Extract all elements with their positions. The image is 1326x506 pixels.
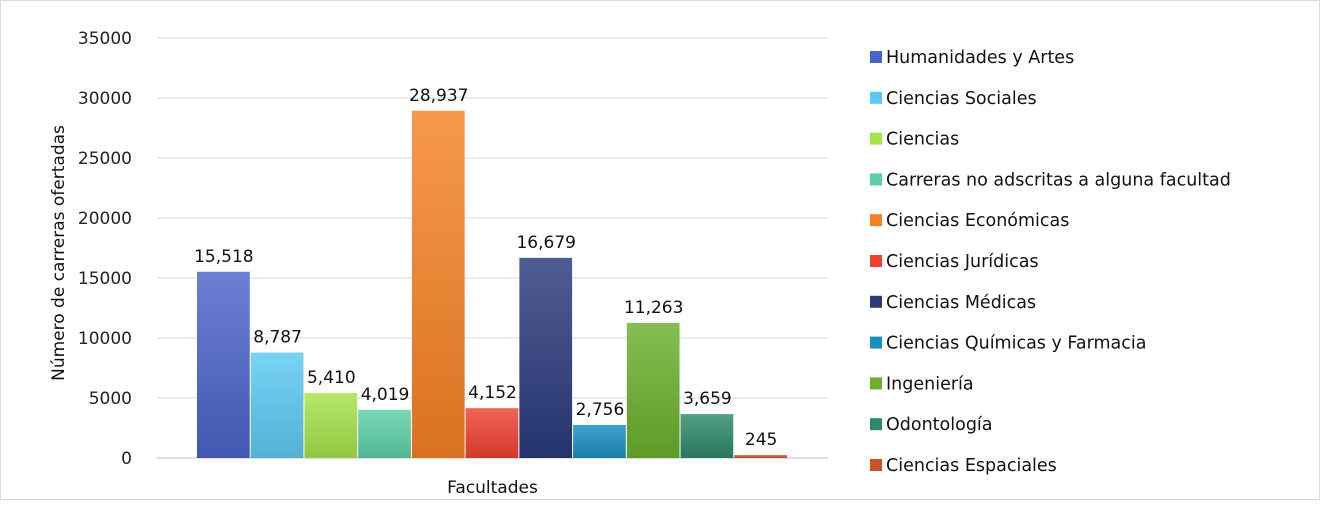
legend: Humanidades y Artes Ciencias Sociales Cien… xyxy=(870,48,1231,476)
bar xyxy=(680,414,734,458)
legend-label: Ciencias Sociales xyxy=(886,89,1037,109)
legend-swatch xyxy=(870,418,882,431)
legend-label: Humanidades y Artes xyxy=(886,48,1074,68)
y-tick-label: 30000 xyxy=(78,89,132,109)
legend-swatch xyxy=(870,336,882,349)
bars xyxy=(197,110,787,459)
legend-label: Odontología xyxy=(886,415,993,435)
bar xyxy=(626,322,680,458)
bar xyxy=(358,409,411,458)
bar xyxy=(734,455,787,458)
data-label: 5,410 xyxy=(307,368,356,388)
bar xyxy=(250,352,304,458)
legend-swatch xyxy=(870,214,882,227)
legend-label: Ciencias xyxy=(886,130,959,150)
legend-label: Ciencias Químicas y Farmacia xyxy=(886,334,1146,354)
legend-label: Ingeniería xyxy=(886,374,974,394)
y-tick-label: 35000 xyxy=(78,29,132,49)
data-label: 245 xyxy=(745,430,777,450)
bar xyxy=(465,408,519,458)
legend-swatch xyxy=(870,91,882,104)
legend-swatch xyxy=(870,51,882,63)
legend-swatch xyxy=(870,255,882,267)
legend-label: Ciencias Espaciales xyxy=(886,456,1057,476)
data-label: 4,152 xyxy=(468,383,517,403)
y-tick-label: 10000 xyxy=(78,329,132,349)
legend-swatch xyxy=(870,377,882,390)
legend-swatch xyxy=(870,459,882,471)
legend-swatch xyxy=(870,295,882,308)
y-tick-label: 15000 xyxy=(78,269,132,289)
x-axis-title: Facultades xyxy=(447,478,538,498)
y-tick-label: 5000 xyxy=(89,389,132,409)
bar xyxy=(197,271,250,458)
legend-label: Ciencias Médicas xyxy=(886,293,1036,313)
data-label: 8,787 xyxy=(253,328,302,348)
y-axis-ticks: 0 5000 10000 15000 20000 25000 30000 35000 xyxy=(78,29,132,469)
bar xyxy=(519,257,573,458)
data-label: 2,756 xyxy=(576,400,625,420)
y-tick-label: 0 xyxy=(121,449,132,469)
bar xyxy=(304,393,358,458)
legend-label: Carreras no adscritas a alguna facultad xyxy=(886,170,1231,190)
bar xyxy=(573,424,626,458)
y-tick-label: 20000 xyxy=(78,209,132,229)
data-label: 11,263 xyxy=(624,298,683,318)
data-label: 4,019 xyxy=(361,385,410,405)
y-axis-title: Número de carreras ofertadas xyxy=(49,125,69,381)
bar xyxy=(411,110,465,459)
legend-swatch xyxy=(870,132,882,145)
data-label: 28,937 xyxy=(409,86,468,106)
data-label: 3,659 xyxy=(683,389,732,409)
legend-label: Ciencias Económicas xyxy=(886,211,1069,231)
y-tick-label: 25000 xyxy=(78,149,132,169)
data-label: 16,679 xyxy=(516,233,575,253)
legend-label: Ciencias Jurídicas xyxy=(886,252,1039,272)
legend-swatch xyxy=(870,173,882,186)
data-label: 15,518 xyxy=(194,247,253,267)
